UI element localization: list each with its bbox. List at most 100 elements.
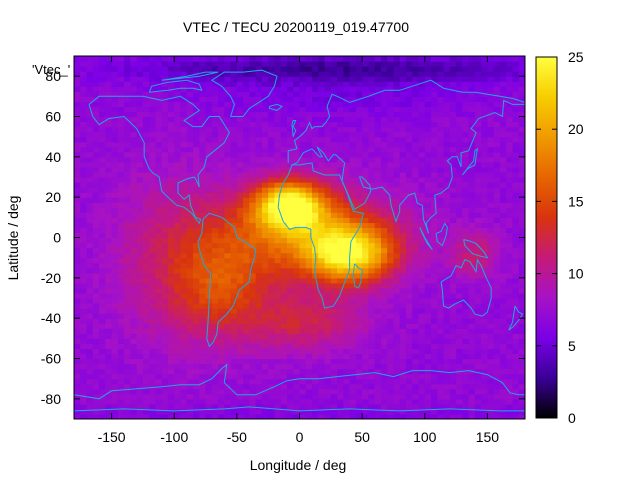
heat-cell: [286, 126, 294, 133]
heat-cell: [80, 242, 88, 249]
heat-cell: [399, 71, 407, 77]
heat-cell: [312, 111, 319, 118]
heat-cell: [142, 313, 150, 319]
heat-cell: [412, 287, 420, 294]
heat-cell: [368, 267, 376, 274]
heat-cell: [274, 242, 282, 249]
heat-cell: [343, 171, 351, 178]
heat-cell: [80, 202, 88, 208]
heat-cell: [74, 177, 81, 183]
heat-cell: [249, 146, 257, 153]
heat-cell: [355, 403, 363, 410]
heat-cell: [506, 308, 514, 314]
heat-cell: [437, 383, 445, 390]
heat-cell: [487, 161, 495, 168]
heat-cell: [155, 242, 163, 249]
heat-cell: [349, 298, 357, 304]
heat-cell: [199, 131, 207, 138]
heat-cell: [393, 131, 401, 138]
heat-cell: [124, 81, 131, 87]
heat-cell: [167, 257, 175, 264]
heat-cell: [299, 141, 307, 148]
heat-cell: [211, 106, 219, 113]
heat-cell: [362, 247, 369, 254]
heat-cell: [130, 222, 138, 229]
heat-cell: [318, 303, 326, 309]
heat-cell: [180, 151, 188, 158]
heat-cell: [117, 91, 125, 97]
heat-cell: [155, 202, 163, 208]
heatmap-cells: [74, 56, 525, 419]
heat-cell: [161, 272, 169, 279]
heat-cell: [161, 353, 169, 360]
heat-cell: [186, 403, 194, 410]
heat-cell: [418, 338, 426, 344]
heat-cell: [261, 277, 269, 284]
heat-cell: [393, 202, 401, 208]
heat-cell: [142, 111, 150, 118]
heat-cell: [293, 232, 301, 239]
heat-cell: [506, 353, 514, 360]
heat-cell: [243, 298, 250, 304]
heat-cell: [243, 267, 250, 274]
heat-cell: [249, 353, 257, 360]
heat-cell: [274, 76, 282, 82]
heat-cell: [468, 212, 476, 218]
heat-cell: [462, 303, 470, 309]
heat-cell: [167, 328, 175, 334]
heat-cell: [286, 403, 294, 410]
heat-cell: [136, 303, 144, 309]
heat-cell: [412, 408, 420, 415]
heat-cell: [205, 61, 213, 67]
heat-cell: [80, 171, 88, 178]
heat-cell: [92, 101, 100, 108]
heat-cell: [299, 398, 307, 405]
heat-cell: [99, 106, 106, 113]
heat-cell: [405, 56, 413, 62]
heat-cell: [355, 413, 363, 419]
heat-cell: [255, 262, 263, 269]
heat-cell: [387, 413, 395, 419]
heat-cell: [324, 151, 332, 158]
heat-cell: [180, 237, 188, 244]
heat-cell: [186, 298, 194, 304]
heat-cell: [299, 287, 307, 294]
heat-cell: [174, 116, 182, 123]
heat-cell: [481, 56, 489, 62]
heat-cell: [374, 247, 382, 254]
heat-cell: [487, 323, 495, 329]
heat-cell: [368, 252, 376, 259]
heat-cell: [261, 257, 269, 264]
heat-cell: [224, 272, 232, 279]
heat-cell: [443, 96, 451, 102]
heat-cell: [318, 177, 326, 183]
heat-cell: [324, 272, 332, 279]
heat-cell: [456, 131, 463, 138]
heat-cell: [362, 403, 369, 410]
heat-cell: [468, 328, 476, 334]
heat-cell: [424, 237, 432, 244]
heat-cell: [111, 313, 119, 319]
heat-cell: [268, 96, 276, 102]
heat-cell: [174, 171, 182, 178]
heat-cell: [456, 141, 463, 148]
heat-cell: [174, 282, 182, 289]
heat-cell: [330, 282, 338, 289]
heat-cell: [224, 328, 232, 334]
heat-cell: [155, 247, 163, 254]
heat-cell: [474, 111, 482, 118]
heat-cell: [399, 358, 407, 365]
heat-cell: [205, 86, 213, 92]
heat-cell: [487, 121, 495, 128]
heat-cell: [174, 408, 182, 415]
heat-cell: [280, 192, 288, 198]
heat-cell: [449, 247, 457, 254]
heat-cell: [86, 141, 94, 148]
heat-cell: [399, 287, 407, 294]
heat-cell: [180, 323, 188, 329]
heat-cell: [437, 131, 445, 138]
heat-cell: [86, 303, 94, 309]
heat-cell: [349, 101, 357, 108]
heat-cell: [462, 81, 470, 87]
heat-cell: [180, 257, 188, 264]
